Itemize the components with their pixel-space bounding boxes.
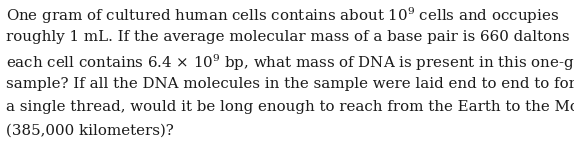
Text: (385,000 kilometers)?: (385,000 kilometers)? <box>6 124 173 138</box>
Text: each cell contains 6.4 × $10^{9}$ bp, what mass of DNA is present in this one-gr: each cell contains 6.4 × $10^{9}$ bp, wh… <box>6 53 574 73</box>
Text: One gram of cultured human cells contains about $10^{9}$ cells and occupies: One gram of cultured human cells contain… <box>6 6 559 26</box>
Text: roughly 1 mL. If the average molecular mass of a base pair is 660 daltons and: roughly 1 mL. If the average molecular m… <box>6 30 574 44</box>
Text: sample? If all the DNA molecules in the sample were laid end to end to form: sample? If all the DNA molecules in the … <box>6 77 574 91</box>
Text: a single thread, would it be long enough to reach from the Earth to the Moon: a single thread, would it be long enough… <box>6 100 574 114</box>
